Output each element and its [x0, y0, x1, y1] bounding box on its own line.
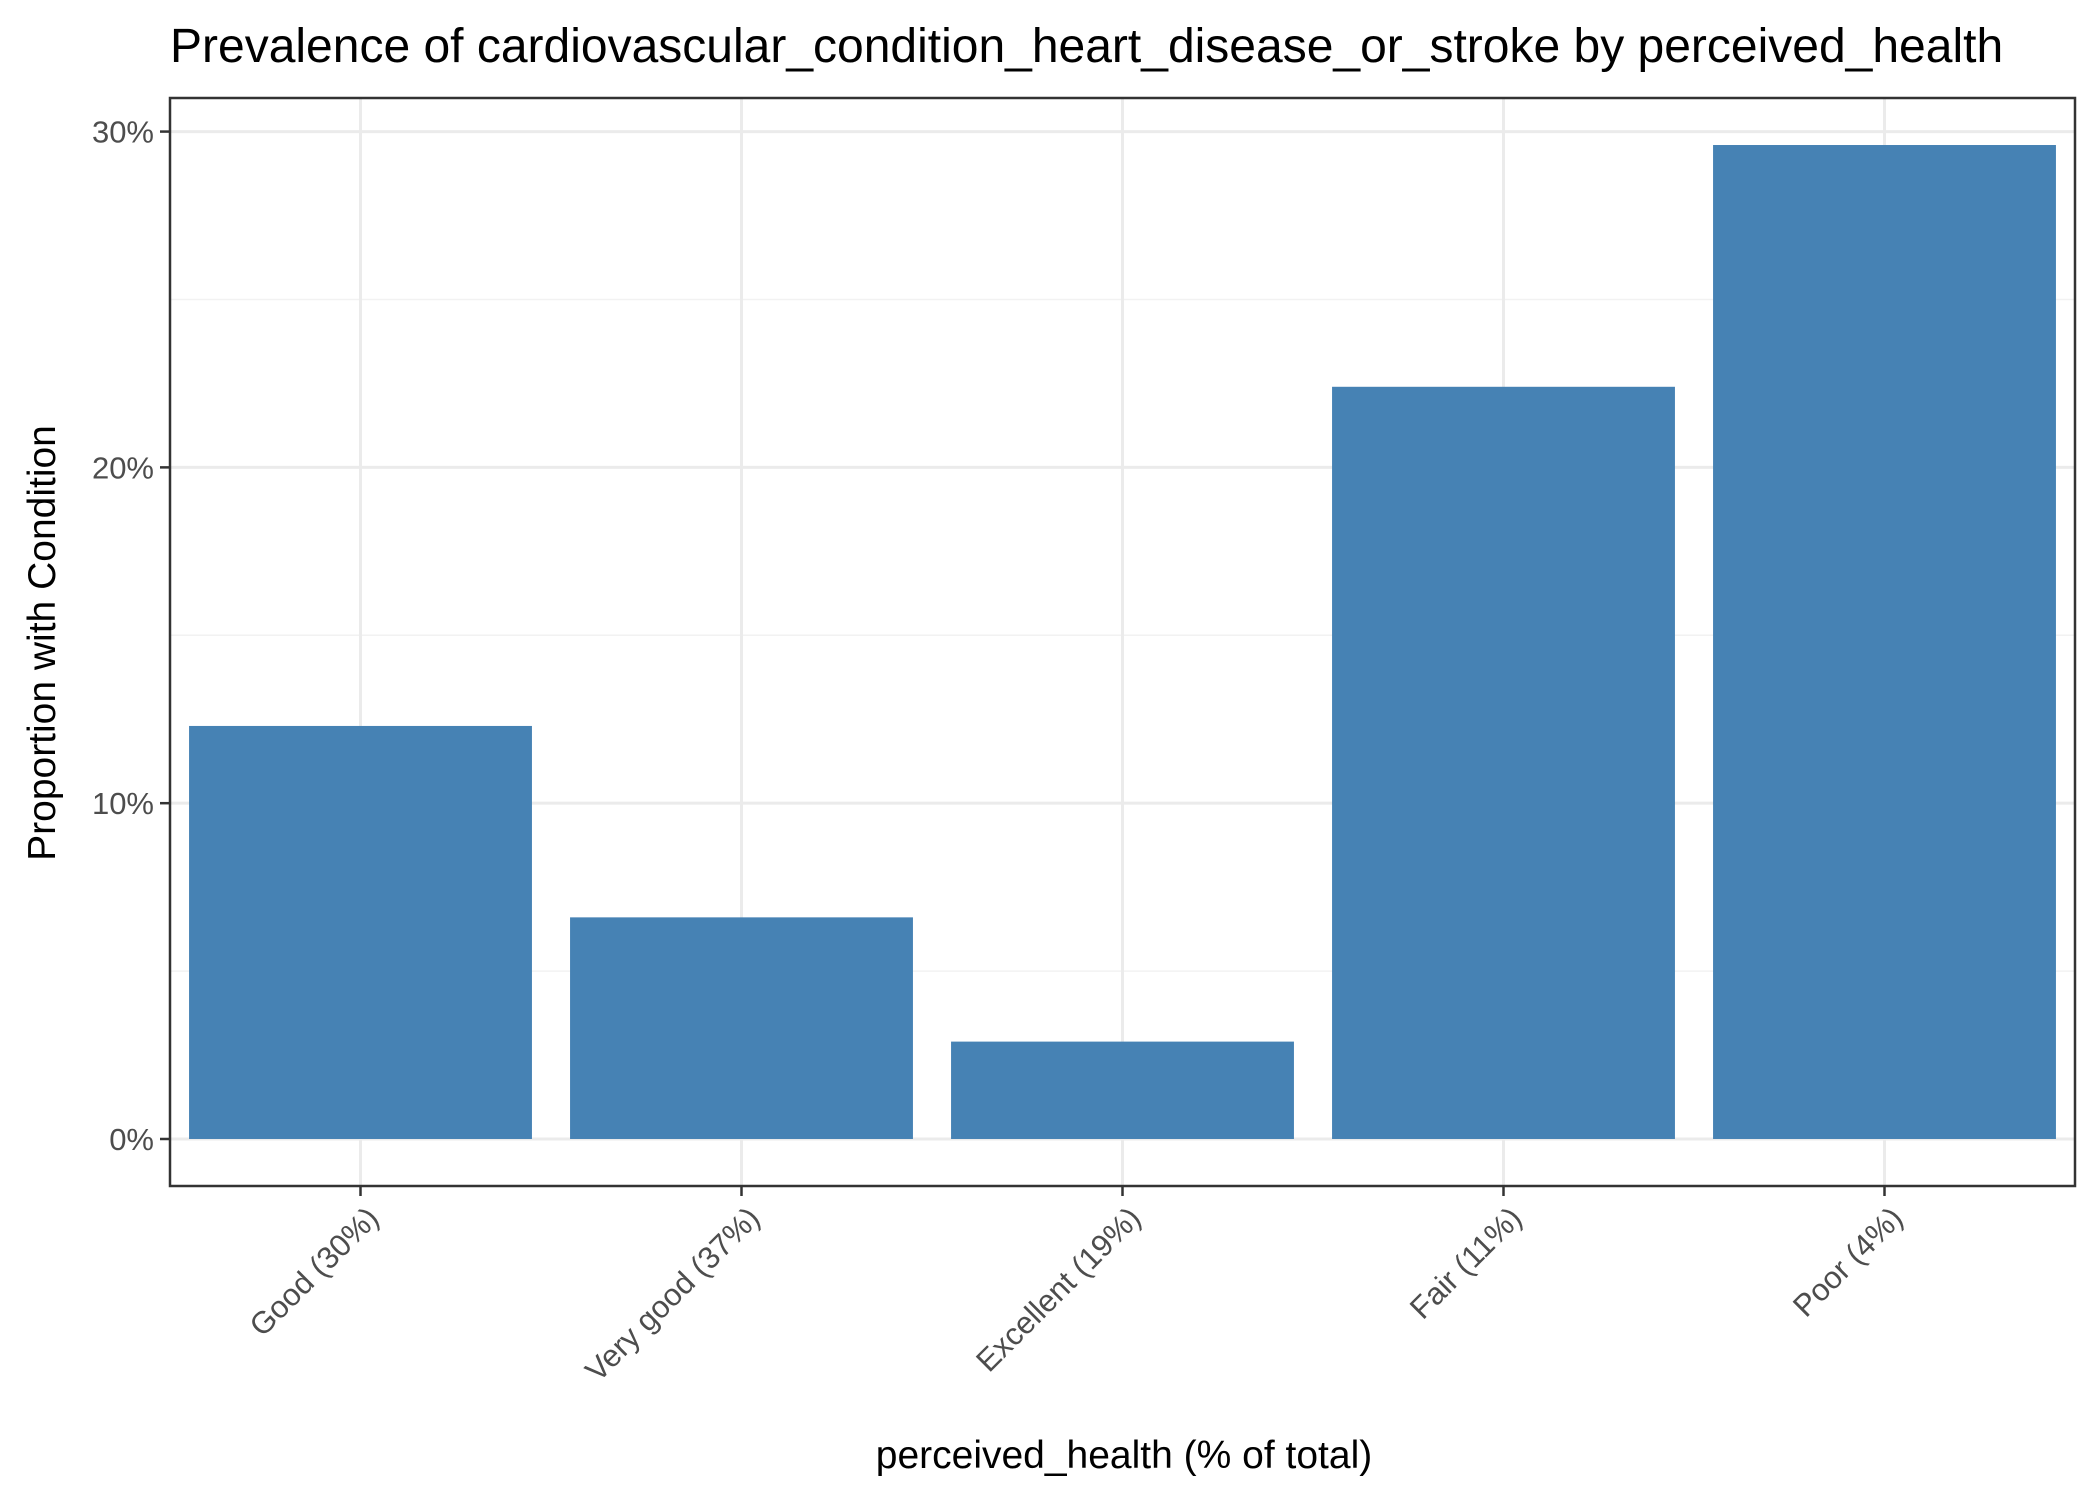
bar [951, 1041, 1294, 1139]
y-axis-tick-labels: 0% 10% 20% 30% [92, 115, 154, 1157]
chart-title: Prevalence of cardiovascular_condition_h… [170, 20, 2003, 73]
x-axis-title: perceived_health (% of total) [876, 1434, 1372, 1477]
y-tick-label: 0% [109, 1122, 154, 1157]
x-tick-label: Very good (37%) [578, 1200, 766, 1388]
x-tick-label: Excellent (19%) [969, 1200, 1147, 1378]
bar [570, 917, 913, 1139]
x-axis-tick-labels: Good (30%) Very good (37%) Excellent (19%)… [243, 1200, 1910, 1388]
y-axis-title: Proportion with Condition [21, 425, 64, 861]
bar [1713, 145, 2056, 1139]
axis-ticks [160, 130, 1886, 1196]
y-tick-label: 30% [92, 115, 154, 150]
bar [189, 725, 532, 1139]
x-tick-label: Fair (11%) [1403, 1200, 1528, 1325]
y-tick-label: 20% [92, 450, 154, 485]
y-tick-label: 10% [92, 786, 154, 821]
x-tick-label: Poor (4%) [1786, 1200, 1909, 1323]
x-tick-label: Good (30%) [243, 1200, 386, 1343]
bars [189, 145, 2056, 1139]
bar [1332, 386, 1675, 1139]
